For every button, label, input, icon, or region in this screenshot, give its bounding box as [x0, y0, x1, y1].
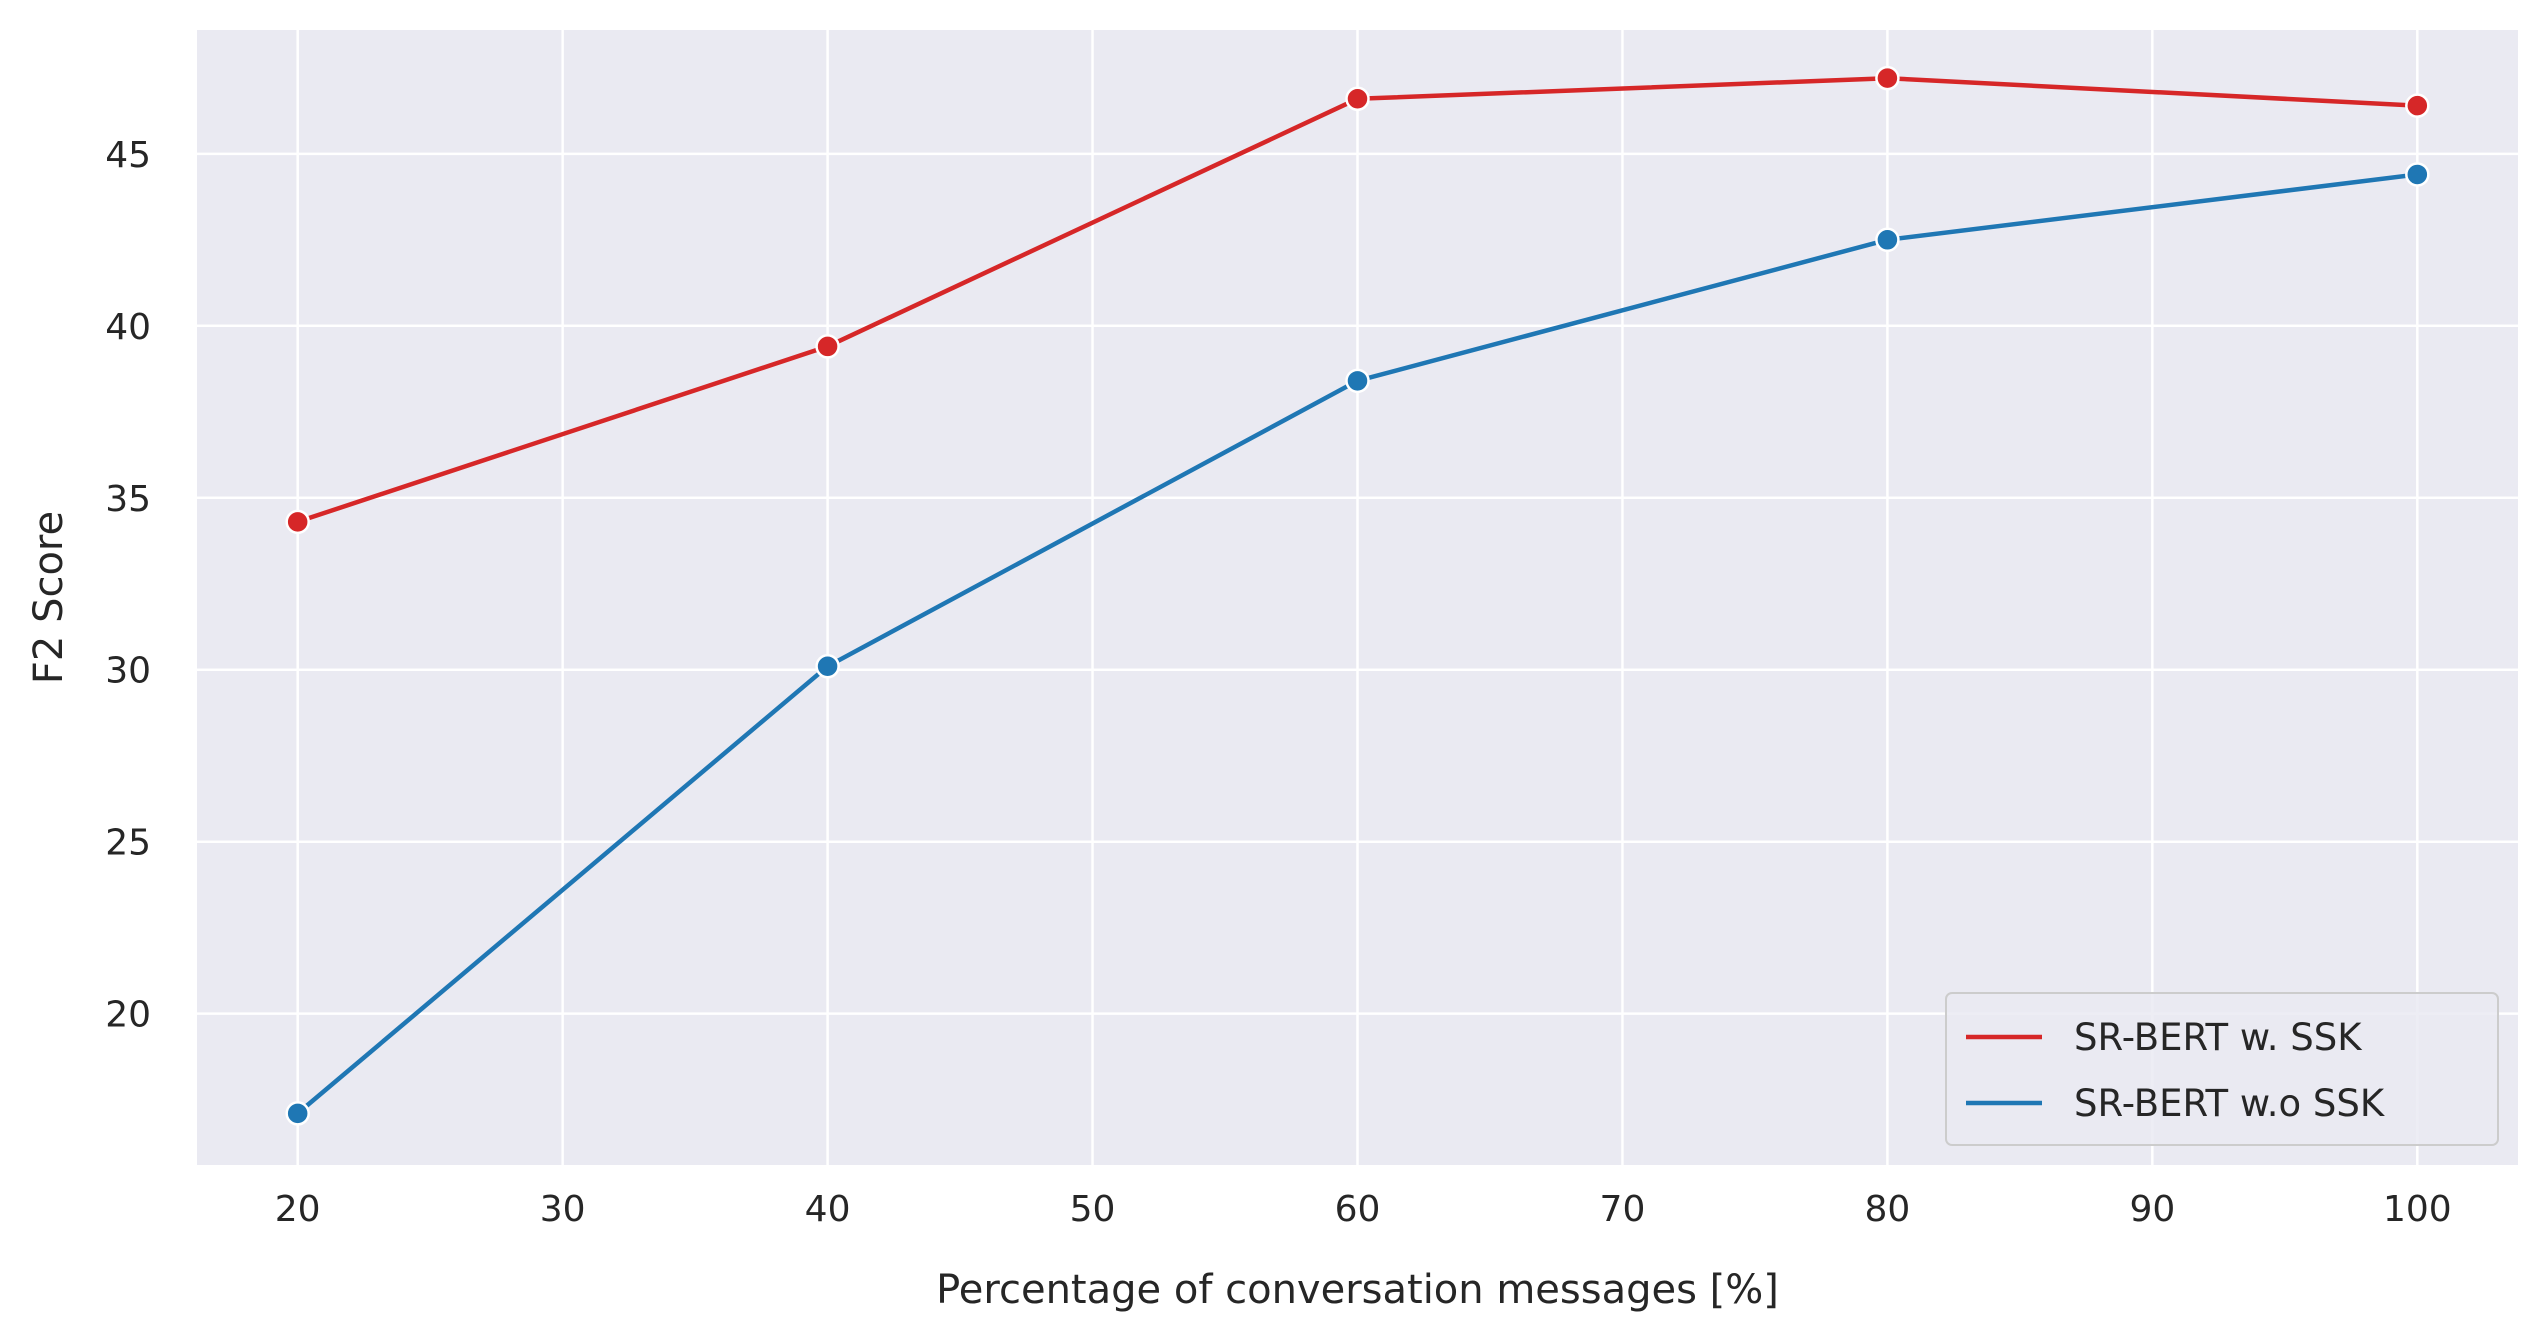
legend: SR-BERT w. SSK SR-BERT w.o SSK: [1945, 992, 2499, 1146]
x-tick-label: 90: [2129, 1189, 2175, 1230]
data-point: [1345, 368, 1370, 394]
y-tick-label: 30: [105, 651, 151, 692]
y-tick-label: 25: [105, 823, 151, 864]
data-point: [2405, 93, 2430, 118]
data-point: [2405, 162, 2430, 187]
legend-label: SR-BERT w.o SSK: [2074, 1082, 2386, 1125]
x-tick-label: 60: [1335, 1189, 1381, 1230]
data-point: [1875, 65, 1900, 91]
y-tick-label: 45: [105, 135, 151, 176]
x-tick-labels: 20 30 40 50 60 70 80 90 100: [275, 1189, 2452, 1230]
x-tick-label: 50: [1070, 1189, 1116, 1230]
x-tick-label: 30: [540, 1189, 586, 1230]
series-1: [285, 65, 2430, 535]
legend-item: SR-BERT w.o SSK: [1966, 1082, 2386, 1125]
legend-label: SR-BERT w. SSK: [2074, 1016, 2363, 1059]
data-point: [815, 334, 840, 359]
data-point: [1875, 227, 1900, 253]
series-layer: [285, 65, 2430, 1126]
x-gridlines: [296, 30, 2419, 1165]
data-point: [285, 509, 310, 535]
data-point: [815, 654, 840, 679]
y-axis-label: F2 Score: [26, 511, 72, 684]
y-tick-label: 20: [105, 995, 151, 1036]
data-point: [285, 1101, 310, 1126]
data-point: [1345, 86, 1370, 112]
y-tick-labels: 20 25 30 35 40 45: [105, 135, 151, 1036]
series-2: [285, 162, 2430, 1126]
x-tick-label: 40: [805, 1189, 851, 1230]
x-tick-label: 100: [2383, 1189, 2452, 1230]
x-axis-label: Percentage of conversation messages [%]: [936, 1267, 1779, 1313]
x-tick-label: 80: [1865, 1189, 1911, 1230]
y-tick-label: 35: [105, 479, 151, 520]
y-tick-label: 40: [105, 307, 151, 348]
legend-item: SR-BERT w. SSK: [1966, 1016, 2363, 1059]
x-tick-label: 20: [275, 1189, 321, 1230]
legend-box: [1945, 992, 2499, 1146]
x-tick-label: 70: [1600, 1189, 1646, 1230]
